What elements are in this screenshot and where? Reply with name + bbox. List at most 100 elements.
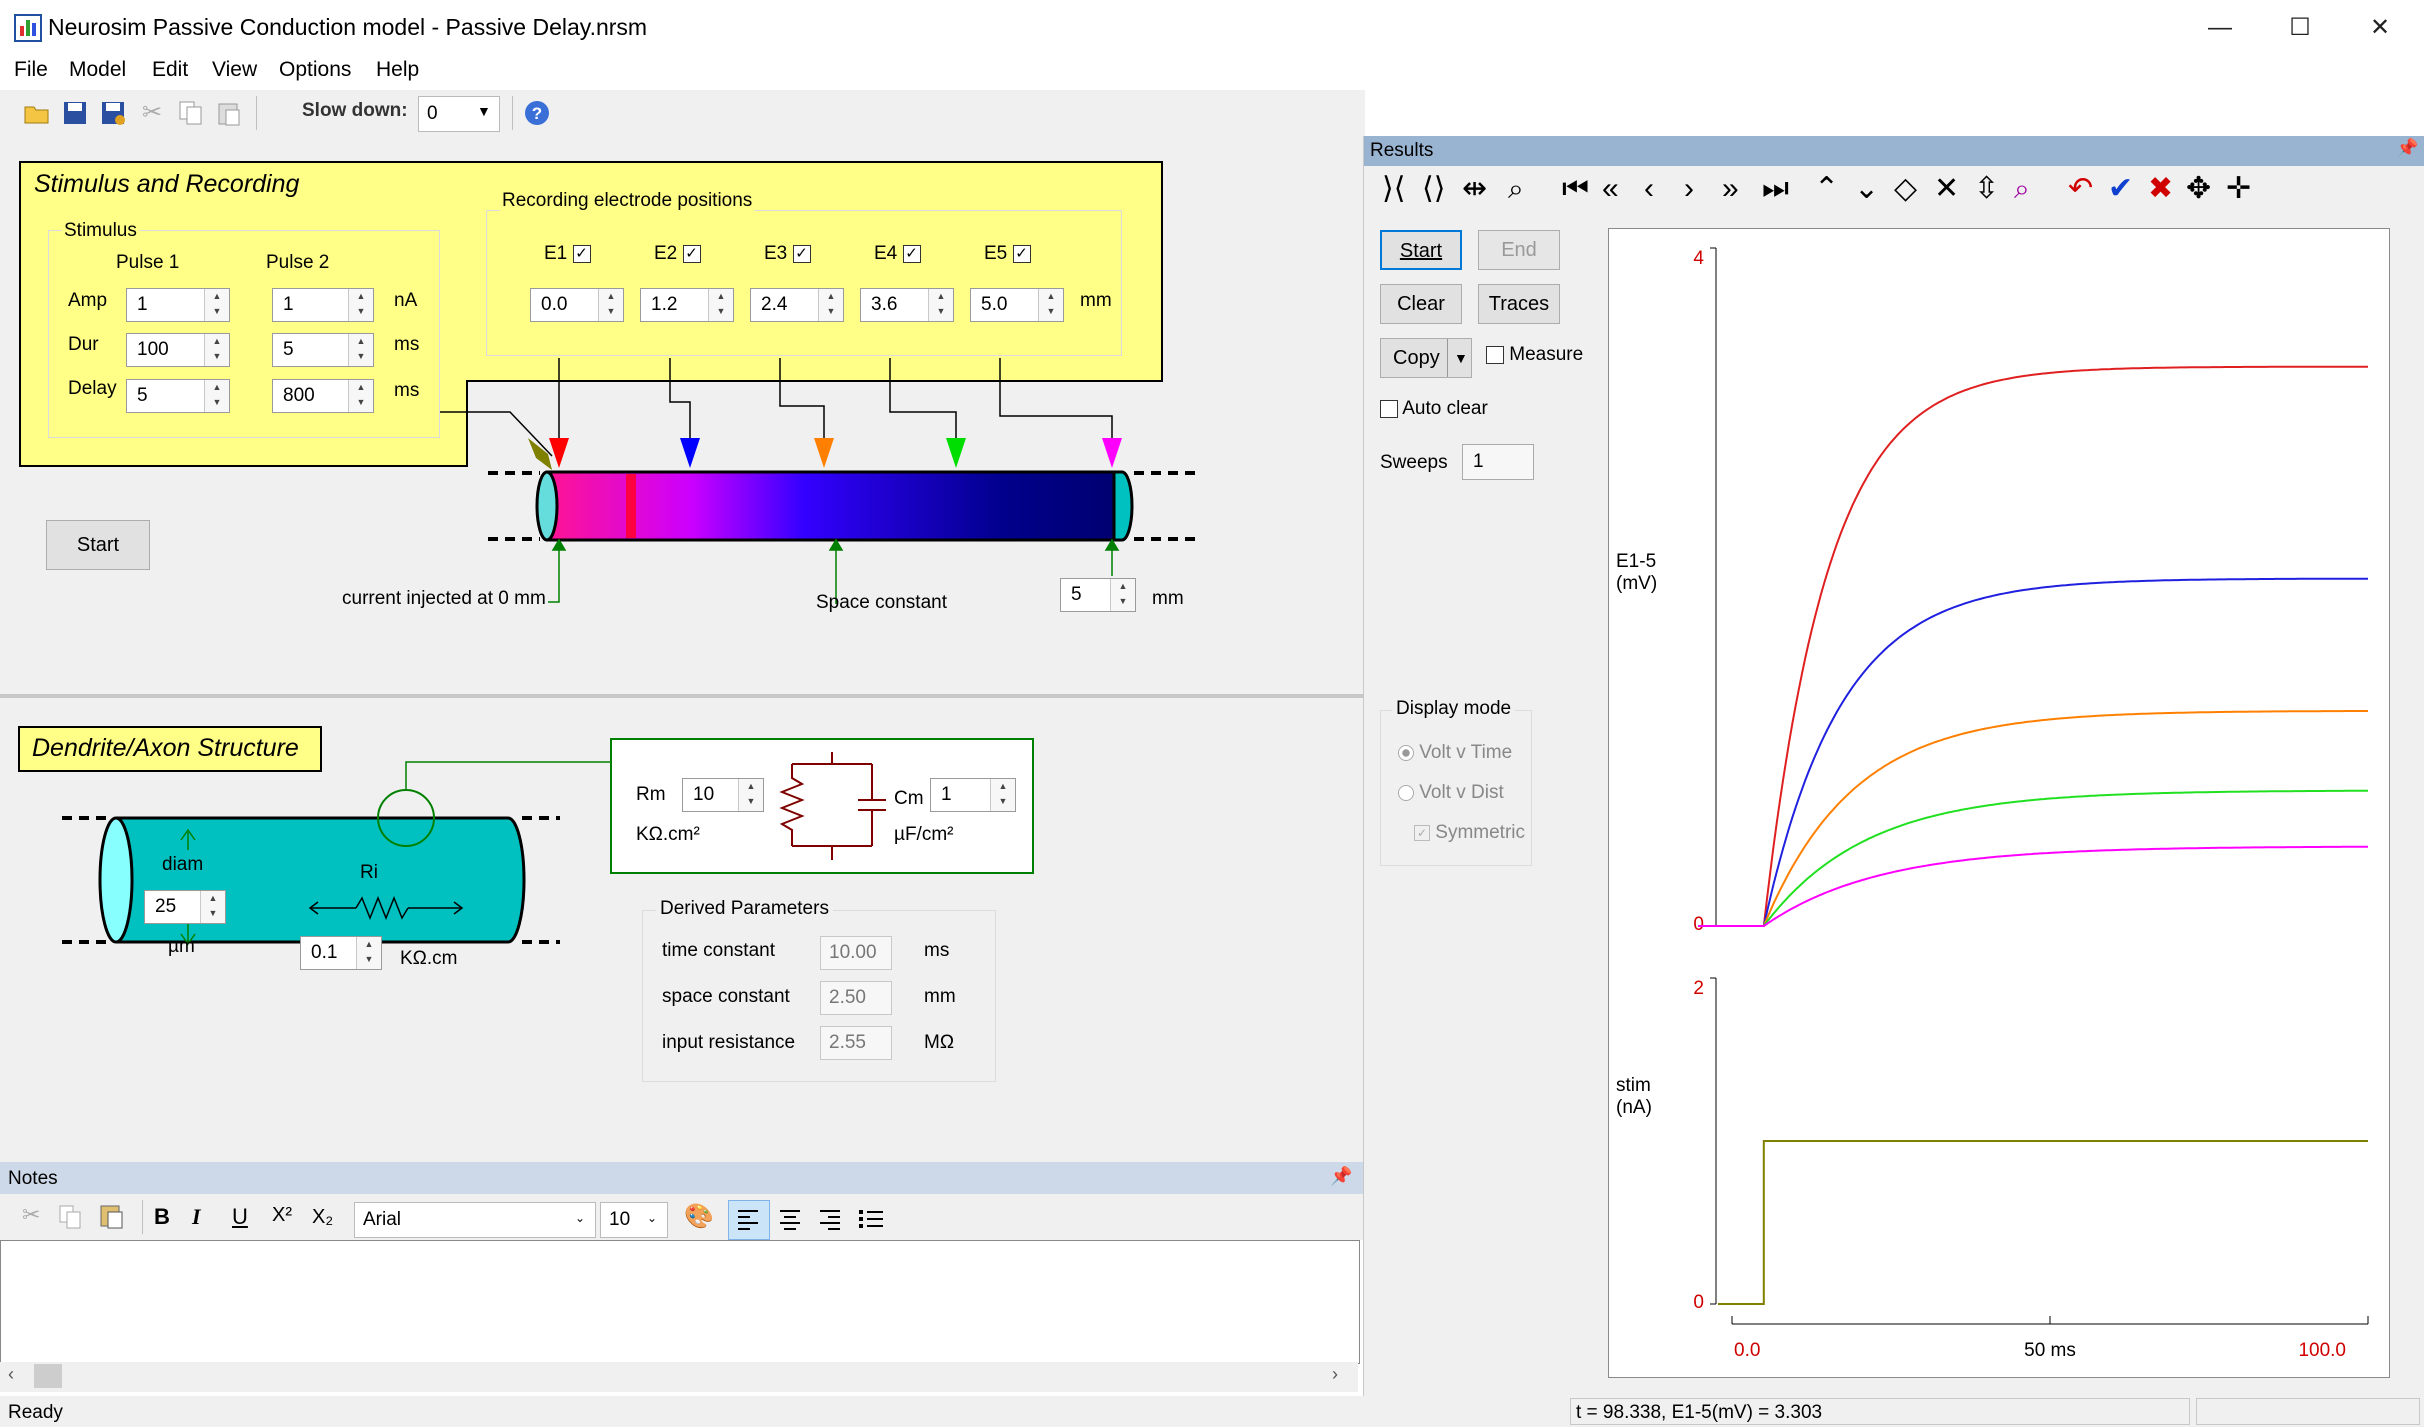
electrode-e4-label[interactable]: E4 ✓ xyxy=(874,243,921,265)
stepper-arrows-icon[interactable]: ▲ ▼ xyxy=(200,891,225,923)
menu-options[interactable]: Options xyxy=(279,58,352,81)
cm-stepper[interactable]: 1 ▲ ▼ xyxy=(930,778,1016,812)
fast-back-icon[interactable]: « xyxy=(1602,172,1619,205)
copy-button[interactable]: Copy ▼ xyxy=(1380,338,1472,378)
bold-icon[interactable]: B xyxy=(154,1204,170,1229)
zoom-x-out-icon[interactable]: ⟨⟩ xyxy=(1422,172,1446,205)
electrode-e2-position[interactable]: 1.2 ▲ ▼ xyxy=(640,288,734,322)
scroll-thumb[interactable] xyxy=(34,1364,62,1388)
chevron-down-icon[interactable]: ▼ xyxy=(1447,339,1468,377)
save-as-icon[interactable] xyxy=(98,98,128,128)
zoom-y-fit-icon[interactable]: ⇳ xyxy=(1974,172,2000,205)
electrode-e1-checkbox[interactable]: ✓ xyxy=(572,244,591,263)
stepper-arrows-icon[interactable]: ▲ ▼ xyxy=(598,289,623,321)
electrode-e1-position[interactable]: 0.0 ▲ ▼ xyxy=(530,288,624,322)
font-name-select[interactable]: Arial ⌄ xyxy=(354,1202,596,1238)
cursor-h-icon[interactable]: ✥ xyxy=(2186,172,2212,205)
slow-down-select[interactable]: 0 ▼ xyxy=(418,96,500,132)
back-icon[interactable]: ‹ xyxy=(1644,172,1654,205)
magnify-icon[interactable]: ⌕ xyxy=(2014,173,2030,204)
diam-stepper[interactable]: 25 ▲ ▼ xyxy=(144,890,226,924)
subscript-icon[interactable]: X₂ xyxy=(312,1206,334,1228)
sweeps-field[interactable]: 1 xyxy=(1462,444,1534,480)
zoom-search-icon[interactable]: ⌕ xyxy=(1508,173,1524,204)
electrode-e4-checkbox[interactable]: ✓ xyxy=(902,244,921,263)
results-pin-icon[interactable]: 📌 xyxy=(2396,138,2419,158)
electrode-e2-checkbox[interactable]: ✓ xyxy=(682,244,701,263)
notes-text-area[interactable] xyxy=(0,1240,1360,1364)
stepper-arrows-icon[interactable]: ▲ ▼ xyxy=(818,289,843,321)
last-icon[interactable]: ⏭ xyxy=(1762,172,1789,205)
minimize-button[interactable]: — xyxy=(2208,14,2232,41)
section-divider[interactable] xyxy=(0,694,1363,698)
electrode-e2-label[interactable]: E2 ✓ xyxy=(654,243,701,265)
ri-stepper[interactable]: 0.1 ▲ ▼ xyxy=(300,936,382,970)
zoom-y-out-icon[interactable]: ◇ xyxy=(1894,172,1918,205)
stepper-arrows-icon[interactable]: ▲ ▼ xyxy=(348,380,373,412)
electrode-e5-label[interactable]: E5 ✓ xyxy=(984,243,1031,265)
align-center-icon[interactable] xyxy=(778,1208,802,1230)
fast-forward-icon[interactable]: » xyxy=(1722,172,1739,205)
dur-pulse2-stepper[interactable]: 5 ▲ ▼ xyxy=(272,333,374,367)
reject-icon[interactable]: ✖ xyxy=(2148,172,2174,205)
results-start-button[interactable]: Start xyxy=(1380,230,1462,270)
forward-icon[interactable]: › xyxy=(1684,172,1694,205)
save-icon[interactable] xyxy=(60,98,90,128)
zoom-x-in-icon[interactable]: ⟩⟨ xyxy=(1382,172,1406,205)
clear-button[interactable]: Clear xyxy=(1380,284,1462,324)
cursor-v-icon[interactable]: ✛ xyxy=(2226,172,2252,205)
auto-clear-box[interactable] xyxy=(1380,399,1398,418)
stepper-arrows-icon[interactable]: ▲ ▼ xyxy=(204,289,229,321)
electrode-e3-checkbox[interactable]: ✓ xyxy=(792,244,811,263)
underline-icon[interactable]: U xyxy=(232,1204,248,1229)
align-right-icon[interactable] xyxy=(818,1208,842,1230)
font-size-select[interactable]: 10 ⌄ xyxy=(600,1202,668,1238)
electrode-e5-checkbox[interactable]: ✓ xyxy=(1012,244,1031,263)
accept-icon[interactable]: ✔ xyxy=(2108,172,2134,205)
menu-edit[interactable]: Edit xyxy=(152,58,189,81)
measure-checkbox[interactable]: Measure xyxy=(1486,344,1583,366)
axon-length-stepper[interactable]: 5 ▲ ▼ xyxy=(1060,578,1136,612)
stepper-arrows-icon[interactable]: ▲ ▼ xyxy=(348,334,373,366)
italic-icon[interactable]: I xyxy=(192,1204,201,1229)
color-palette-icon[interactable]: 🎨 xyxy=(684,1203,714,1230)
stepper-arrows-icon[interactable]: ▲ ▼ xyxy=(204,380,229,412)
superscript-icon[interactable]: X² xyxy=(272,1204,292,1226)
zoom-y-in-icon[interactable]: ✕ xyxy=(1934,172,1960,205)
maximize-button[interactable]: ☐ xyxy=(2289,14,2311,41)
open-icon[interactable] xyxy=(22,98,52,128)
rm-stepper[interactable]: 10 ▲ ▼ xyxy=(682,778,764,812)
shift-down-icon[interactable]: ⌄ xyxy=(1854,172,1880,205)
stepper-arrows-icon[interactable]: ▲ ▼ xyxy=(204,334,229,366)
close-button[interactable]: ✕ xyxy=(2369,14,2391,41)
stepper-arrows-icon[interactable]: ▲ ▼ xyxy=(990,779,1015,811)
electrode-e1-label[interactable]: E1 ✓ xyxy=(544,243,591,265)
notes-horizontal-scrollbar[interactable] xyxy=(0,1362,1358,1392)
stepper-arrows-icon[interactable]: ▲ ▼ xyxy=(1038,289,1063,321)
delay-pulse1-stepper[interactable]: 5 ▲ ▼ xyxy=(126,379,230,413)
zoom-x-fit-icon[interactable]: ⇹ xyxy=(1462,172,1488,205)
help-icon[interactable]: ? xyxy=(522,98,552,128)
amp-pulse1-stepper[interactable]: 1 ▲ ▼ xyxy=(126,288,230,322)
scroll-left-icon[interactable]: ‹ xyxy=(8,1364,14,1384)
stepper-arrows-icon[interactable]: ▲ ▼ xyxy=(1110,579,1135,611)
notes-paste-icon[interactable] xyxy=(98,1202,126,1230)
stepper-arrows-icon[interactable]: ▲ ▼ xyxy=(738,779,763,811)
dur-pulse1-stepper[interactable]: 100 ▲ ▼ xyxy=(126,333,230,367)
first-icon[interactable]: ⏮ xyxy=(1562,172,1589,205)
menu-help[interactable]: Help xyxy=(376,58,420,81)
pin-icon[interactable]: 📌 xyxy=(1330,1166,1353,1186)
bullet-list-icon[interactable] xyxy=(858,1208,884,1230)
electrode-e5-position[interactable]: 5.0 ▲ ▼ xyxy=(970,288,1064,322)
menu-file[interactable]: File xyxy=(14,58,48,81)
electrode-e3-label[interactable]: E3 ✓ xyxy=(764,243,811,265)
menu-model[interactable]: Model xyxy=(69,58,127,81)
traces-button[interactable]: Traces xyxy=(1478,284,1560,324)
scroll-right-icon[interactable]: › xyxy=(1332,1364,1338,1384)
stepper-arrows-icon[interactable]: ▲ ▼ xyxy=(928,289,953,321)
menu-view[interactable]: View xyxy=(212,58,258,81)
auto-clear-checkbox[interactable]: Auto clear xyxy=(1380,398,1488,420)
undo-icon[interactable]: ↶ xyxy=(2068,172,2094,205)
model-start-button[interactable]: Start xyxy=(46,520,150,570)
align-left-icon[interactable] xyxy=(728,1200,770,1240)
